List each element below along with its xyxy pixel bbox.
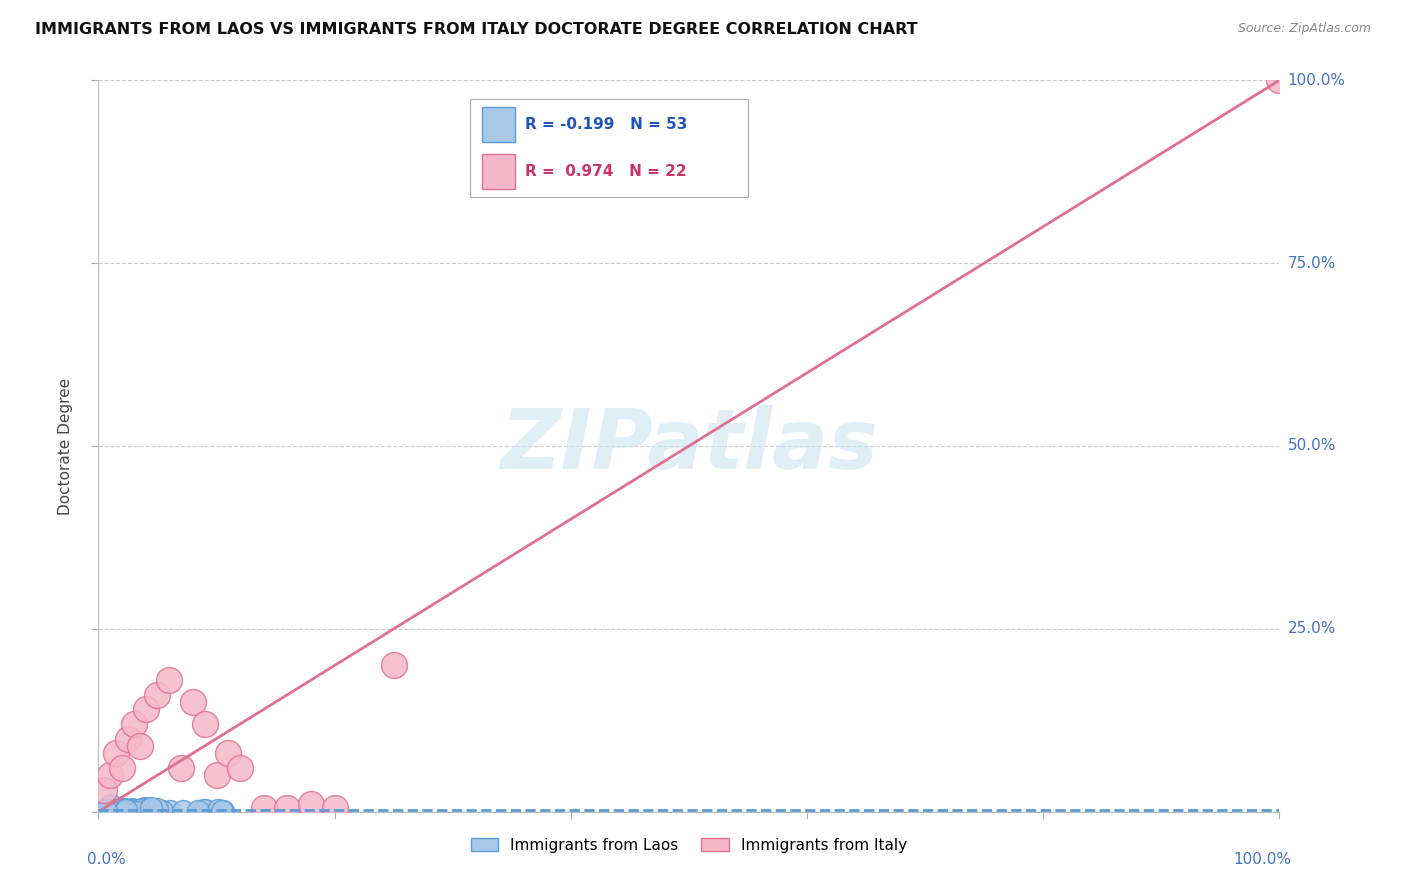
- Point: [211, 804, 233, 818]
- Point: [141, 801, 163, 815]
- Text: R =  0.974   N = 22: R = 0.974 N = 22: [524, 163, 686, 178]
- Point: [89, 804, 111, 818]
- Point: [100, 803, 122, 817]
- Point: [90, 804, 112, 818]
- Text: 50.0%: 50.0%: [1288, 439, 1336, 453]
- Point: [194, 804, 217, 818]
- Point: [111, 803, 134, 817]
- Point: [135, 702, 157, 716]
- Point: [98, 804, 121, 818]
- Point: [323, 801, 346, 815]
- Point: [382, 658, 405, 673]
- Point: [134, 801, 156, 815]
- Point: [98, 768, 121, 782]
- Point: [128, 803, 150, 817]
- Text: R = -0.199   N = 53: R = -0.199 N = 53: [524, 117, 688, 132]
- Point: [150, 804, 173, 818]
- Point: [111, 761, 134, 775]
- Point: [120, 804, 142, 818]
- Point: [91, 804, 114, 818]
- Text: 75.0%: 75.0%: [1288, 256, 1336, 270]
- FancyBboxPatch shape: [482, 107, 516, 143]
- Point: [205, 768, 228, 782]
- Text: ZIPatlas: ZIPatlas: [501, 406, 877, 486]
- Point: [94, 802, 117, 816]
- Point: [211, 804, 233, 818]
- Point: [89, 804, 111, 818]
- Point: [112, 802, 135, 816]
- Point: [120, 803, 142, 817]
- Point: [112, 805, 135, 819]
- Point: [103, 803, 125, 817]
- Point: [105, 746, 128, 760]
- Point: [172, 804, 194, 818]
- Point: [299, 797, 322, 812]
- Point: [94, 804, 117, 818]
- FancyBboxPatch shape: [482, 153, 516, 189]
- Point: [108, 803, 131, 817]
- Point: [146, 801, 169, 815]
- Point: [100, 804, 122, 818]
- Point: [128, 739, 150, 753]
- Point: [193, 803, 215, 817]
- Point: [104, 801, 127, 815]
- Point: [107, 805, 129, 819]
- FancyBboxPatch shape: [471, 99, 748, 197]
- Point: [131, 802, 153, 816]
- Point: [96, 805, 118, 819]
- Point: [117, 731, 139, 746]
- Point: [217, 746, 239, 760]
- Point: [91, 805, 114, 819]
- Point: [125, 805, 148, 819]
- Point: [207, 803, 229, 817]
- Point: [90, 804, 112, 818]
- Text: 100.0%: 100.0%: [1288, 73, 1346, 87]
- Point: [93, 803, 115, 817]
- Legend: Immigrants from Laos, Immigrants from Italy: Immigrants from Laos, Immigrants from It…: [464, 831, 914, 859]
- Point: [115, 803, 138, 817]
- Point: [100, 805, 122, 819]
- Point: [194, 717, 217, 731]
- Point: [122, 717, 145, 731]
- Point: [120, 805, 142, 819]
- Point: [181, 695, 204, 709]
- Text: Source: ZipAtlas.com: Source: ZipAtlas.com: [1237, 22, 1371, 36]
- Point: [93, 805, 115, 819]
- Point: [170, 761, 193, 775]
- Point: [142, 804, 165, 818]
- Point: [121, 805, 143, 819]
- Point: [159, 804, 181, 818]
- Point: [187, 805, 209, 819]
- Point: [1268, 73, 1291, 87]
- Point: [146, 688, 169, 702]
- Point: [121, 802, 143, 816]
- Point: [94, 805, 117, 819]
- Point: [100, 805, 122, 819]
- Text: 0.0%: 0.0%: [87, 852, 125, 867]
- Point: [157, 673, 180, 687]
- Point: [93, 782, 115, 797]
- Point: [114, 803, 136, 817]
- Point: [229, 761, 252, 775]
- Point: [253, 801, 276, 815]
- Point: [89, 804, 111, 818]
- Text: 25.0%: 25.0%: [1288, 622, 1336, 636]
- Point: [108, 805, 131, 819]
- Point: [94, 804, 117, 818]
- Point: [93, 805, 115, 819]
- Point: [100, 798, 122, 813]
- Text: IMMIGRANTS FROM LAOS VS IMMIGRANTS FROM ITALY DOCTORATE DEGREE CORRELATION CHART: IMMIGRANTS FROM LAOS VS IMMIGRANTS FROM …: [35, 22, 918, 37]
- Point: [276, 801, 298, 815]
- Text: 100.0%: 100.0%: [1233, 852, 1291, 867]
- Y-axis label: Doctorate Degree: Doctorate Degree: [58, 377, 73, 515]
- Point: [96, 805, 118, 819]
